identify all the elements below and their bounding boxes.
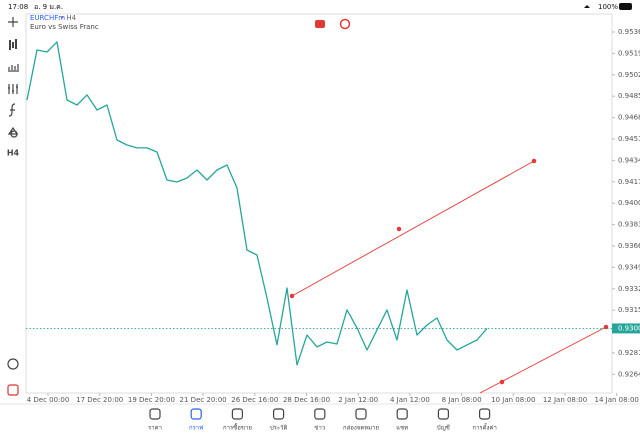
nav-icon <box>149 408 161 420</box>
settings-tool[interactable] <box>7 358 19 370</box>
crosshair-tool[interactable] <box>8 17 18 27</box>
y-tick-label: 0.94510 <box>618 135 640 143</box>
nav-icon <box>314 408 326 420</box>
status-date: อ. 9 ม.ค. <box>34 3 63 11</box>
nav-label: ข่าว <box>314 425 325 432</box>
nav-label: แชท <box>396 425 408 432</box>
current-price-badge <box>612 323 640 334</box>
current-price-label: 0.93005 <box>618 324 640 332</box>
x-tick-label: 19 Dec 20:00 <box>128 396 175 404</box>
nav-item[interactable]: กล่องจดหมาย <box>343 408 379 432</box>
nav-icon <box>479 408 491 420</box>
y-tick-label: 0.94000 <box>618 199 640 207</box>
y-tick-label: 0.93320 <box>618 285 640 293</box>
status-time: 17:08 <box>8 3 28 11</box>
nav-item[interactable]: การซื้อขาย <box>223 408 252 432</box>
y-tick-label: 0.93830 <box>618 221 640 229</box>
nav-icon <box>355 408 367 420</box>
battery-icon <box>619 3 632 10</box>
battery-level: 100% <box>598 3 618 11</box>
nav-icon <box>273 408 285 420</box>
volume-tool[interactable] <box>8 64 19 72</box>
nav-label: การซื้อขาย <box>223 422 252 432</box>
x-tick-label: 21 Dec 20:00 <box>180 396 227 404</box>
y-tick-label: 0.94850 <box>618 92 640 100</box>
objects-tool[interactable] <box>7 126 19 138</box>
nav-icon <box>396 408 408 420</box>
price-line <box>26 41 488 366</box>
x-tick-label: 8 Jan 08:00 <box>442 396 482 404</box>
nav-item[interactable]: บัญชี <box>437 408 450 432</box>
functions-tool[interactable] <box>8 103 16 117</box>
y-tick-label: 0.93660 <box>618 242 640 250</box>
wifi-icon <box>584 5 590 8</box>
x-tick-label: 12 Jan 08:00 <box>543 396 587 404</box>
nav-icon <box>437 408 449 420</box>
y-tick-label: 0.95190 <box>618 49 640 57</box>
y-tick-label: 0.93490 <box>618 263 640 271</box>
nav-item[interactable]: แชท <box>396 408 408 432</box>
nav-item[interactable]: ประวัติ <box>270 408 288 432</box>
y-tick-label: 0.92640 <box>618 370 640 378</box>
nav-icon <box>190 408 202 420</box>
trend-anchor[interactable] <box>396 226 402 232</box>
nav-item[interactable]: ข่าว <box>314 408 326 432</box>
nav-item[interactable]: ราคา <box>148 408 162 432</box>
y-tick-label: 0.92810 <box>618 349 640 357</box>
x-tick-label: 14 Jan 08:00 <box>595 396 639 404</box>
chart-symbol: EURCHFm <box>30 14 65 22</box>
trend-lines <box>289 158 609 394</box>
left-toolbar <box>7 17 19 396</box>
chart-type-tool[interactable] <box>9 39 17 50</box>
y-tick-label: 0.93150 <box>618 306 640 314</box>
flag-icon <box>315 20 325 28</box>
trend-anchor[interactable] <box>603 324 609 330</box>
y-tick-label: 0.94340 <box>618 156 640 164</box>
nav-label: กราฟ <box>189 425 203 432</box>
trade-tool[interactable] <box>7 384 19 396</box>
chart-description: Euro vs Swiss Franc <box>30 23 99 31</box>
nav-item[interactable]: กราฟ <box>189 408 203 432</box>
x-tick-label: 4 Dec 00:00 <box>27 396 70 404</box>
y-tick-label: 0.95020 <box>618 71 640 79</box>
nav-label: กล่องจดหมาย <box>343 425 379 432</box>
nav-item[interactable]: การตั้งค่า <box>472 408 497 432</box>
trend-line[interactable] <box>291 160 535 297</box>
chart-period: • H4 <box>60 14 77 22</box>
y-tick-label: 0.94680 <box>618 114 640 122</box>
nav-label: ราคา <box>148 425 162 432</box>
nav-label: การตั้งค่า <box>472 422 496 432</box>
timeframe-button[interactable]: H4 <box>7 149 20 158</box>
trend-anchor[interactable] <box>531 158 537 164</box>
trend-anchor[interactable] <box>499 379 505 385</box>
x-tick-label: 4 Jan 12:00 <box>390 396 430 404</box>
indicators-tool[interactable] <box>8 84 18 94</box>
x-tick-label: 2 Jan 12:00 <box>338 396 378 404</box>
nav-label: บัญชี <box>437 424 450 432</box>
y-tick-label: 0.95360 <box>618 28 640 36</box>
nav-icon <box>231 408 243 420</box>
x-tick-label: 10 Jan 08:00 <box>491 396 535 404</box>
y-tick-label: 0.94170 <box>618 178 640 186</box>
x-tick-label: 28 Dec 16:00 <box>283 396 330 404</box>
nav-label: ประวัติ <box>270 425 288 432</box>
x-tick-label: 26 Dec 16:00 <box>231 396 278 404</box>
flag-icon <box>339 18 351 30</box>
x-tick-label: 17 Dec 20:00 <box>76 396 123 404</box>
trend-anchor[interactable] <box>289 293 295 299</box>
